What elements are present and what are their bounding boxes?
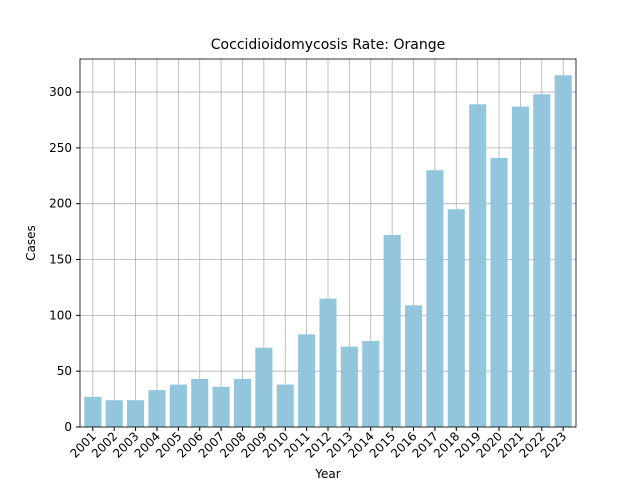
bar [84,396,102,427]
bar [362,341,380,427]
bar [340,346,358,427]
y-tick-label: 50 [57,364,72,378]
bar [298,334,316,427]
y-tick-label: 250 [49,141,72,155]
y-tick-label: 300 [49,85,72,99]
bar [148,390,166,427]
bar [383,234,401,427]
bar [255,347,273,427]
y-axis-label: Cases [24,225,38,261]
bar [533,94,551,427]
y-tick-label: 0 [64,420,72,434]
bar [191,378,209,427]
bar [469,104,487,428]
bar [554,75,572,428]
bar [105,400,123,427]
y-tick-label: 100 [49,308,72,322]
bar [511,106,529,427]
y-tick-label: 150 [49,253,72,267]
bar [426,170,444,427]
y-tick-label: 200 [49,197,72,211]
bar [233,378,252,427]
bar [490,157,508,427]
chart-title: Coccidioidomycosis Rate: Orange [211,37,445,53]
bar [169,384,187,427]
bar [404,305,423,427]
x-axis-label: Year [314,467,340,480]
bar [319,298,337,427]
plot-frame [79,58,577,428]
bar [276,384,294,427]
bar [127,400,145,427]
bar [447,209,465,427]
bar [212,386,230,427]
